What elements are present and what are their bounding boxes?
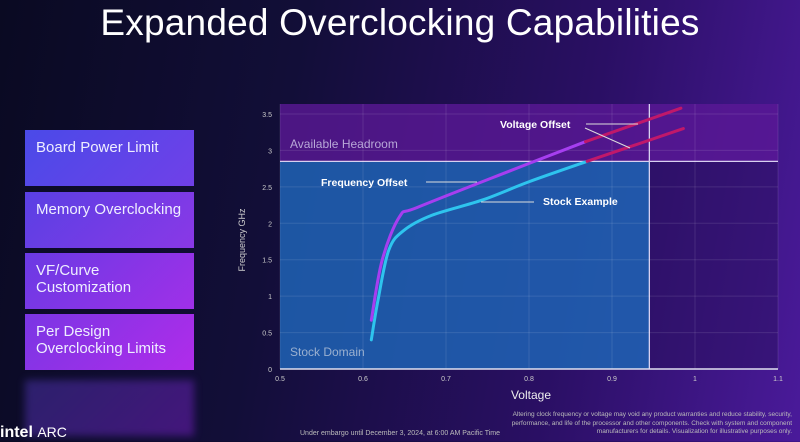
x-tick-label: 0.8 [524, 376, 534, 383]
series-line-frequency-offset [369, 140, 587, 322]
disclaimer: Altering clock frequency or voltage may … [511, 411, 792, 435]
blurred-reflection [25, 380, 194, 436]
annotation-frequency-offset: Frequency Offset [321, 177, 408, 189]
y-tick-label: 2.5 [262, 185, 272, 192]
region-label-headroom: Available Headroom [290, 137, 398, 151]
series-line-voltage-offset [585, 127, 685, 163]
region-stock-domain [280, 161, 650, 369]
x-axis-label: Voltage [511, 388, 551, 402]
y-tick-label: 1.5 [262, 258, 272, 265]
y-tick-label: 3 [268, 148, 272, 155]
x-tick-label: 0.7 [441, 376, 451, 383]
y-tick-label: 2 [268, 221, 272, 228]
x-tick-label: 0.6 [358, 376, 368, 383]
region-label-stock: Stock Domain [290, 345, 365, 359]
y-tick-label: 3.5 [262, 112, 272, 119]
x-tick-label: 1 [693, 376, 697, 383]
y-tick-label: 0.5 [262, 331, 272, 338]
series-line-voltage-offset [583, 106, 683, 144]
leader-voltage-offset-2 [584, 127, 631, 149]
feature-memory-overclocking: Memory Overclocking [25, 192, 194, 248]
y-axis-label: Frequency GHz [237, 208, 247, 272]
feature-vf-curve: VF/Curve Customization [25, 253, 194, 309]
slide-title: Expanded Overclocking Capabilities [100, 2, 700, 43]
y-tick-label: 0 [268, 367, 272, 374]
intel-arc-logo: intel ARC [0, 424, 67, 441]
feature-board-power-limit: Board Power Limit [25, 130, 194, 186]
x-tick-label: 1.1 [773, 376, 783, 383]
x-tick-label: 0.9 [607, 376, 617, 383]
annotation-voltage-offset: Voltage Offset [500, 119, 571, 131]
y-tick-label: 1 [268, 294, 272, 301]
series-line-stock-example [369, 159, 589, 342]
x-tick-label: 0.5 [275, 376, 285, 383]
annotation-stock-example: Stock Example [543, 196, 618, 208]
embargo-note: Under embargo until December 3, 2024, at… [300, 430, 500, 437]
region-available-headroom [280, 104, 778, 162]
feature-per-design-limits: Per Design Overclocking Limits [25, 314, 194, 370]
